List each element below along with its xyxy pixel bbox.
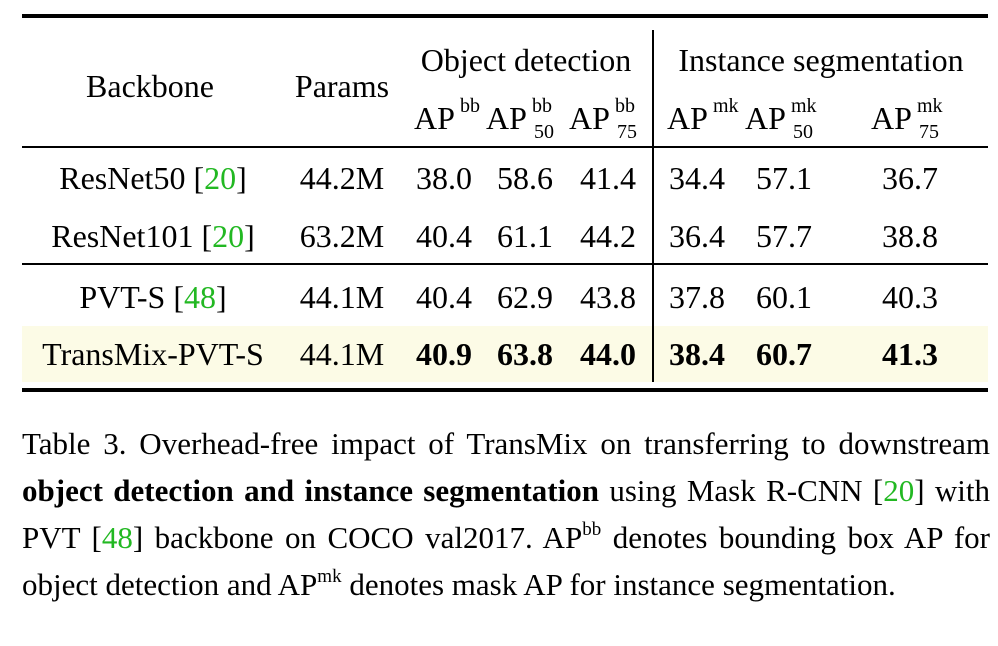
caption-text: using Mask R-CNN [ [598,473,884,508]
bracket: [ [173,279,184,315]
params-value: 44.1M [299,279,385,315]
metric-header-base: AP [569,100,610,136]
metric-value: 38.4 [669,336,725,372]
top-rule [22,14,988,18]
metric-header-base: AP [414,100,455,136]
metric-header-sub: 50 [793,121,813,143]
caption-text: denotes bounding box AP for object detec… [22,520,990,602]
backbone-label: ResNet50 [59,160,194,196]
params-value: 44.2M [299,160,385,196]
metric-value: 34.4 [669,160,725,196]
metric-value: 61.1 [497,218,553,254]
metric-value: 60.7 [756,336,812,372]
metric-value: 63.8 [497,336,553,372]
metric-value: 40.4 [416,218,472,254]
metric-value: 38.8 [882,218,938,254]
metric-value: 41.4 [580,160,636,196]
bracket: ] [215,279,227,315]
caption-label: Table 3. [22,426,127,461]
backbone-name: ResNet50 [20] [22,158,284,198]
metric-value: 44.0 [580,336,636,372]
metric-header: AP mk 50 [745,95,823,144]
metric-value: 40.3 [882,279,938,315]
metric-value: 43.8 [580,279,636,315]
bracket: [ [193,160,205,196]
params-value: 63.2M [299,218,385,254]
metric-value: 57.1 [756,160,812,196]
citation-link[interactable]: 20 [212,218,245,254]
table-caption: Table 3. Overhead-free impact of TransMi… [22,420,990,608]
metric-value: 36.4 [669,218,725,254]
metric-header: AP mk 75 [871,95,949,144]
caption-citation-link[interactable]: 20 [883,473,915,508]
metric-header-sup: mk [791,95,817,117]
metric-header-base: AP [486,100,527,136]
metric-value: 44.2 [580,218,636,254]
caption-superscript: bb [582,519,602,540]
metric-header-base: AP [871,100,912,136]
bracket: ] [236,160,247,196]
metric-header: AP bb 75 [569,95,647,144]
caption-citation-link[interactable]: 48 [101,520,133,555]
metric-header-sup: bb [460,95,480,117]
backbone-label: ResNet101 [51,218,202,254]
metric-header-sup: mk [917,95,943,117]
backbone-label: TransMix-PVT-S [42,336,264,372]
group-divider-line [652,30,654,382]
metric-header-sup: bb [532,95,552,117]
caption-text: ] with PVT [ [22,473,991,555]
metric-value: 41.3 [882,336,938,372]
metric-value: 60.1 [756,279,812,315]
metric-value: 37.8 [669,279,725,315]
header-backbone: Backbone [86,68,214,104]
metric-value: 62.9 [497,279,553,315]
metric-header-sub: 75 [919,121,939,143]
caption-text: denotes mask AP for instance segmentatio… [341,567,896,602]
bracket: ] [244,218,255,254]
metric-header-base: AP [745,100,786,136]
header-instance-segmentation: Instance segmentation [678,42,964,78]
backbone-label: PVT-S [79,279,174,315]
header-params: Params [294,68,390,104]
group-rule [22,263,988,265]
caption-bold-text: object detection and instance segmentati… [22,473,599,508]
header-rule [22,146,988,148]
metric-header: AP bb 50 [486,95,564,144]
citation-link[interactable]: 48 [183,279,216,315]
backbone-name: TransMix-PVT-S [22,334,284,374]
metric-header-base: AP [667,100,708,136]
bracket: [ [201,218,213,254]
metric-value: 36.7 [882,160,938,196]
header-object-detection: Object detection [420,42,632,78]
metric-value: 57.7 [756,218,812,254]
metric-value: 40.9 [416,336,472,372]
metric-header-sup: mk [713,95,739,117]
metric-header: AP bb [405,95,483,144]
caption-text: Overhead-free impact of TransMix on tran… [126,426,991,461]
caption-text: ] backbone on COCO val2017. AP [132,520,583,555]
backbone-name: PVT-S [48] [22,277,284,317]
metric-value: 58.6 [497,160,553,196]
highlighted-row-background [22,326,988,382]
metric-value: 38.0 [416,160,472,196]
citation-link[interactable]: 20 [204,160,237,196]
metric-value: 40.4 [416,279,472,315]
bottom-rule [22,388,988,392]
metric-header-sub: 75 [617,121,637,143]
metric-header-sub: 50 [534,121,554,143]
backbone-name: ResNet101 [20] [22,216,284,256]
caption-superscript: mk [317,566,342,587]
params-value: 44.1M [299,336,385,372]
metric-header: AP mk [658,95,739,144]
metric-header-sup: bb [615,95,635,117]
